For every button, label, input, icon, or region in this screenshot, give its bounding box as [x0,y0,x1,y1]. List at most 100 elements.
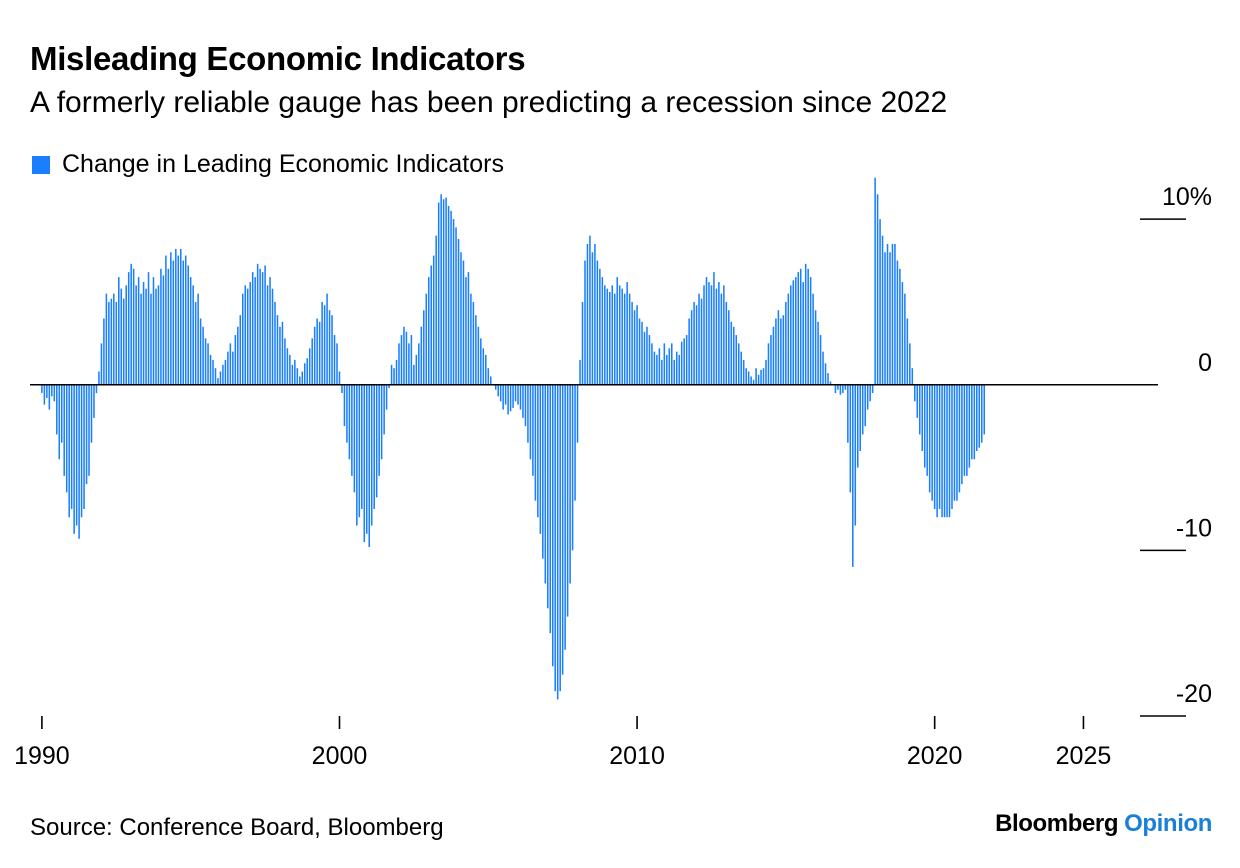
bar [725,301,728,385]
bar [115,301,118,385]
bar [869,384,871,402]
bar [266,285,269,385]
bar [688,318,690,385]
bar [108,301,110,385]
bar [177,255,180,385]
bar [814,310,817,385]
bar [569,384,571,584]
bar [861,384,864,435]
bar [594,243,596,385]
bar [609,292,611,385]
bar [661,359,663,385]
bar [866,384,869,410]
bar [442,199,445,385]
bar [931,384,933,501]
bar [566,384,569,617]
bar [457,239,460,385]
bar [118,277,120,385]
bar [963,384,966,476]
bar [837,384,839,390]
bar [648,335,651,385]
bar [418,343,420,385]
bar [494,384,497,390]
bar [596,260,599,385]
bar [60,384,63,443]
bar [633,310,636,385]
bar [482,348,485,385]
bar [98,371,100,385]
bar [246,288,249,385]
bar [842,384,844,394]
bar [135,285,137,385]
bar [564,384,566,650]
bar [202,326,204,385]
bar [465,277,467,385]
bar [346,384,348,443]
bar [685,335,688,385]
bar [824,363,827,385]
bar [591,252,594,385]
bar [700,298,703,385]
bar [70,384,73,509]
bar-series [41,177,985,700]
bar [224,359,227,385]
bar [547,384,549,609]
bar [616,277,618,385]
bar [638,318,641,385]
bar [427,277,430,385]
bar [378,384,380,476]
bar [703,285,705,385]
bar [470,293,472,385]
bar [477,326,480,385]
bar [556,384,559,700]
bar [321,301,323,385]
bar [358,384,361,518]
bar [110,298,113,385]
bar [308,348,311,385]
bar [375,384,378,498]
bar [921,384,923,451]
bar [646,326,648,385]
bar [170,252,172,385]
bar [968,384,971,468]
bar [48,384,51,410]
bar [184,255,187,385]
bar [113,293,115,385]
bar [581,301,584,385]
bar [730,321,733,385]
y-tick-label: 10% [1162,183,1212,211]
bar [430,265,432,385]
bar [770,335,772,385]
bar [127,272,130,385]
bar [383,384,385,435]
bar [767,343,770,385]
bar [390,364,393,385]
bar [289,354,291,385]
bar [854,384,857,526]
bar [551,384,554,667]
bar [884,252,886,385]
bar [539,384,542,534]
bar [928,384,931,493]
bar [75,384,78,526]
bar [43,384,46,405]
bar [760,369,762,385]
bar [790,285,792,385]
bar [271,288,274,385]
bar [199,318,202,385]
bar [621,288,623,385]
bar [227,351,229,385]
bar [980,384,983,443]
bar [780,318,782,385]
bar [242,293,244,385]
bar [80,384,83,518]
bar [363,384,366,543]
bar [576,384,579,443]
bar [772,326,775,385]
bar [160,268,162,385]
bar [167,268,170,385]
bar [544,384,547,584]
bar [294,359,296,385]
bar [683,338,685,385]
bar [512,384,514,408]
